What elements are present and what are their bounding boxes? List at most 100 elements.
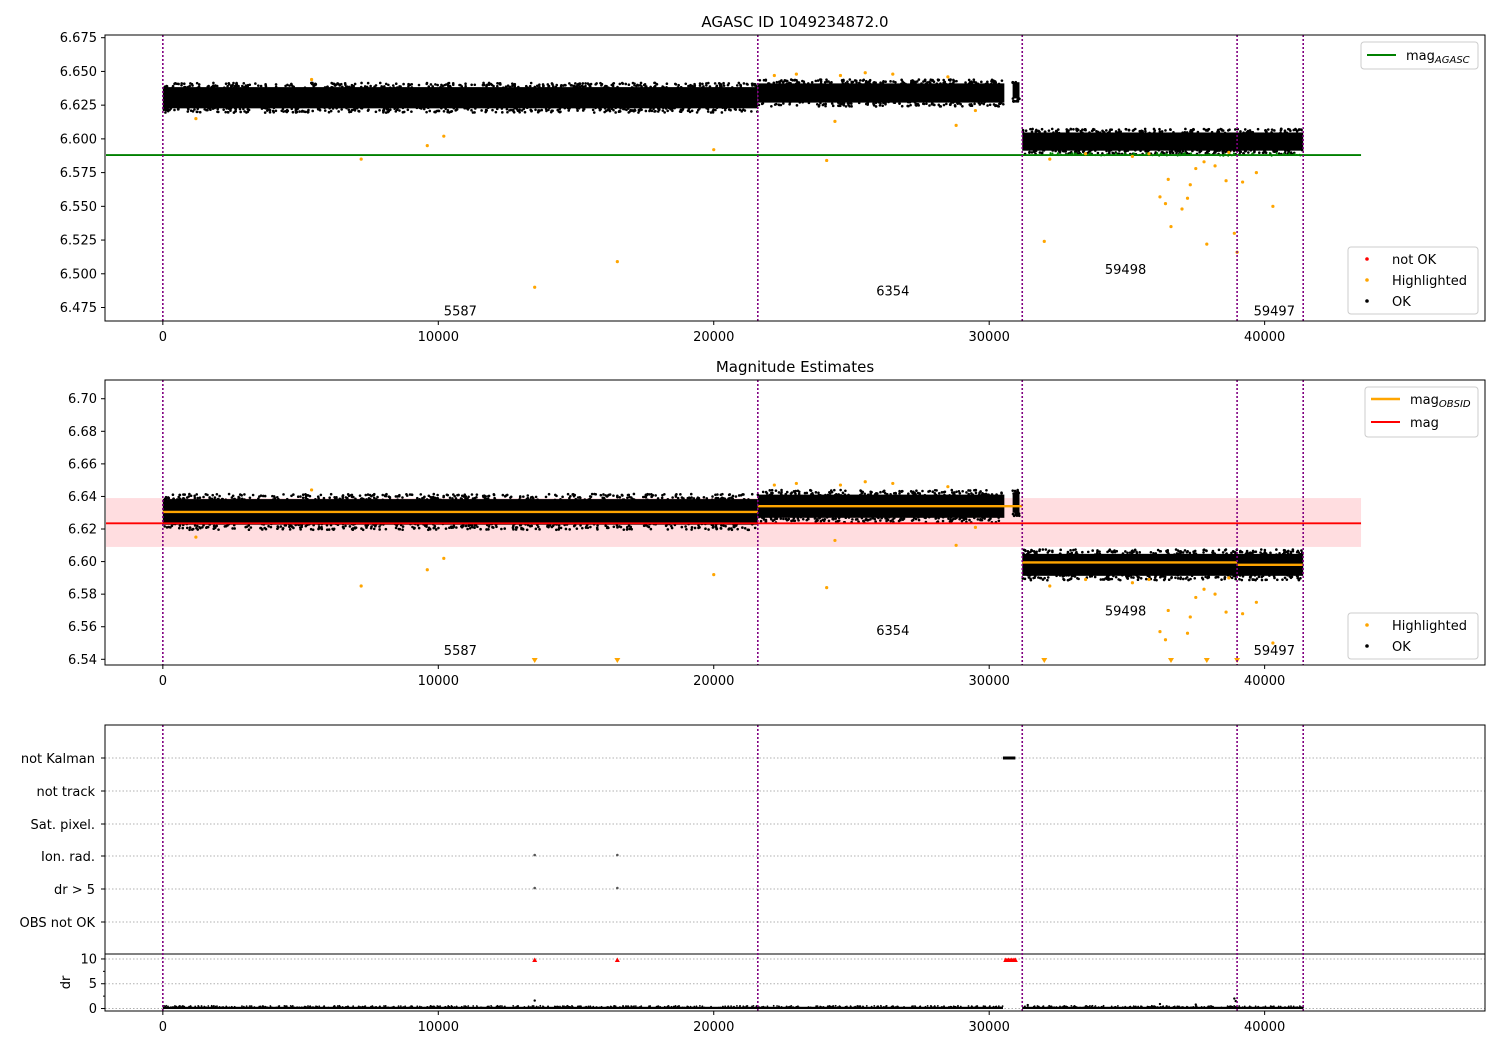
ok-point xyxy=(398,527,402,531)
green-point xyxy=(1060,153,1063,156)
ok-point xyxy=(327,528,331,531)
ok-point xyxy=(605,526,609,530)
highlighted-point xyxy=(838,73,843,78)
legend-marker xyxy=(1365,257,1369,261)
flag-point xyxy=(533,886,537,890)
dr-point xyxy=(1082,1006,1085,1009)
ok-point xyxy=(576,109,579,112)
ok-point xyxy=(970,81,974,84)
ok-point xyxy=(973,102,976,106)
ok-point xyxy=(1287,149,1291,152)
ok-point xyxy=(927,490,930,493)
ok-point xyxy=(801,517,805,521)
ok-point-band xyxy=(162,87,758,109)
dr-point xyxy=(557,1005,560,1008)
ok-point xyxy=(329,492,333,496)
ok-point xyxy=(384,527,388,531)
dr-point xyxy=(992,1005,995,1008)
ok-point xyxy=(839,102,843,106)
ok-point xyxy=(333,84,337,87)
ok-point xyxy=(582,85,585,89)
ok-point xyxy=(631,81,635,85)
dr-point xyxy=(837,1006,839,1008)
ok-point xyxy=(850,80,853,84)
ok-point xyxy=(728,496,731,500)
dr-point xyxy=(515,1006,518,1009)
ok-point xyxy=(650,109,654,113)
ok-point xyxy=(325,523,329,527)
ok-point xyxy=(447,111,451,114)
ok-point xyxy=(251,493,255,497)
ok-point xyxy=(485,85,488,88)
ok-point xyxy=(171,84,175,88)
dr-point xyxy=(721,1005,724,1008)
ok-point xyxy=(644,493,648,497)
ok-point xyxy=(805,518,809,522)
ok-point xyxy=(208,496,211,499)
ok-point xyxy=(1132,550,1135,554)
ok-point xyxy=(1117,128,1121,131)
ok-point xyxy=(830,81,833,84)
ok-point xyxy=(817,493,821,497)
dr-point xyxy=(1232,1006,1234,1009)
ok-point xyxy=(742,82,746,85)
ok-point xyxy=(525,528,529,532)
ok-point xyxy=(1224,552,1228,556)
ok-point xyxy=(1013,489,1017,493)
dr-point xyxy=(1290,1006,1293,1009)
ok-point xyxy=(311,109,314,113)
dr-point xyxy=(1034,1006,1037,1009)
x-tick-label: 20000 xyxy=(693,330,734,345)
highlighted-point xyxy=(442,134,446,138)
ok-point xyxy=(448,526,451,530)
y-tick-label: 6.70 xyxy=(68,392,97,407)
ok-point xyxy=(817,491,820,495)
ok-point xyxy=(491,108,494,112)
ok-point xyxy=(712,108,715,111)
ok-point xyxy=(1107,574,1111,577)
ok-point xyxy=(328,496,331,499)
x-tick-label: 20000 xyxy=(693,674,734,689)
ok-point xyxy=(773,518,776,521)
ok-point xyxy=(202,495,205,499)
panel-frame xyxy=(104,34,1486,322)
highlighted-point xyxy=(1227,576,1231,580)
ok-point xyxy=(968,489,972,492)
ok-point xyxy=(300,523,304,527)
ok-point xyxy=(451,83,455,87)
ok-point xyxy=(450,526,453,530)
flag-row-label: not Kalman xyxy=(21,752,95,767)
x-tick-label: 30000 xyxy=(969,330,1010,345)
ok-point xyxy=(1097,553,1100,556)
ok-point xyxy=(673,106,676,110)
dr-point xyxy=(845,1005,848,1008)
dr-point xyxy=(216,1005,218,1008)
dr-point xyxy=(182,1005,184,1008)
ok-point xyxy=(1275,553,1278,556)
ok-point xyxy=(874,520,877,523)
ok-point xyxy=(214,526,217,529)
dr-point xyxy=(339,1006,342,1008)
ok-point xyxy=(1290,575,1294,578)
ok-point xyxy=(1193,576,1197,580)
ok-point xyxy=(431,85,435,88)
ok-point xyxy=(244,84,248,87)
ok-point xyxy=(1081,550,1084,554)
ok-point xyxy=(708,85,712,88)
ok-point xyxy=(753,526,757,530)
ok-point xyxy=(434,528,438,531)
ok-point xyxy=(972,78,976,81)
dr-point xyxy=(472,1005,475,1007)
ok-point xyxy=(948,82,952,85)
ok-point xyxy=(534,495,538,499)
ok-point xyxy=(854,79,858,83)
y-tick-label: 6.66 xyxy=(68,457,97,472)
ok-point xyxy=(247,528,251,531)
ok-point xyxy=(803,82,806,85)
ok-point xyxy=(626,107,630,110)
ok-point xyxy=(1283,576,1287,580)
ok-point xyxy=(705,82,708,85)
dr-point xyxy=(1024,1005,1026,1008)
ok-point xyxy=(1118,149,1121,152)
ok-point xyxy=(967,82,971,85)
